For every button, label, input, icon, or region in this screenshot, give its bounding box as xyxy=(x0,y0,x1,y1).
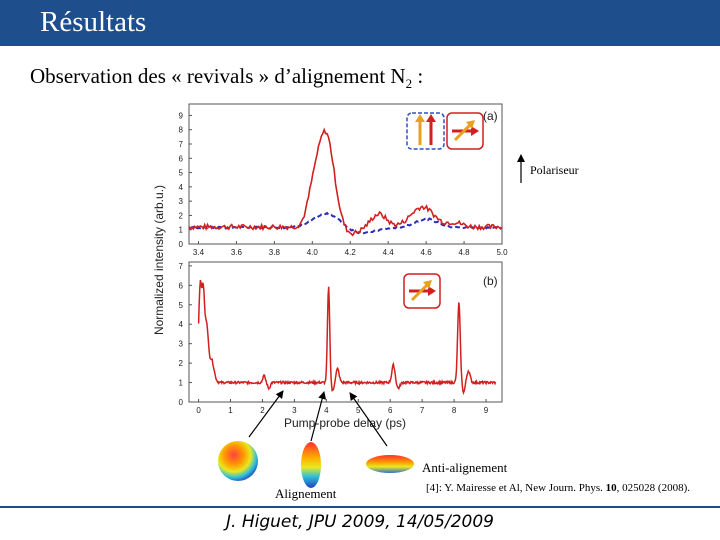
panel-a-ytick-label: 0 xyxy=(179,240,184,249)
panel-a-ytick-label: 2 xyxy=(179,211,184,220)
inset-polarisation-crossed-icon xyxy=(446,112,484,150)
panel-a-ytick-label: 3 xyxy=(179,197,184,206)
slide-title: Résultats xyxy=(40,6,147,38)
reference-citation: [4]: Y. Mairesse et Al, New Journ. Phys.… xyxy=(426,482,690,494)
panel-b-x-ticks: 0 1 2 3 4 5 6 7 8 9 xyxy=(196,399,489,415)
panel-b-y-ticks: 0 1 2 3 4 5 6 7 xyxy=(179,262,192,407)
anti-alignment-label: Anti-alignement xyxy=(422,460,508,475)
panel-b-xtick-label: 5 xyxy=(356,406,361,415)
anti-aligned-disk-icon xyxy=(366,455,414,473)
reference-prefix: [4]: Y. Mairesse et Al, New Journ. Phys. xyxy=(426,482,606,494)
panel-a-ytick-label: 4 xyxy=(179,183,184,192)
inset-polarisation-crossed-icon-b xyxy=(403,273,441,309)
panel-a-xtick-label: 3.6 xyxy=(231,248,243,257)
panel-a-ytick-label: 5 xyxy=(179,169,184,178)
polariseur-label: Polariseur xyxy=(530,163,579,177)
panel-a-xtick-label: 5.0 xyxy=(496,248,508,257)
inset-polarisation-parallel-icon xyxy=(406,112,445,150)
panel-b-ytick-label: 7 xyxy=(179,262,184,271)
panel-a: 0 1 2 3 4 5 6 7 8 9 3.4 3.6 3.8 4.0 4.2 4.4 4.6 4.8 5.0 (… xyxy=(179,103,508,257)
panel-a-ytick-label: 7 xyxy=(179,140,184,149)
pointer-arrows xyxy=(248,390,388,447)
isotropic-sphere-icon xyxy=(218,441,258,481)
panel-a-ytick-label: 1 xyxy=(179,226,184,235)
panel-b-xtick-label: 9 xyxy=(484,406,489,415)
panel-b: 0 1 2 3 4 5 6 7 0 1 2 3 4 5 6 7 8 9 (b) xyxy=(179,261,503,415)
panel-b-xtick-label: 0 xyxy=(196,406,201,415)
subtitle-subscript: 2 xyxy=(405,76,413,92)
panel-b-xtick-label: 8 xyxy=(452,406,457,415)
reference-volume: 10 xyxy=(605,482,617,494)
panel-a-xtick-label: 4.2 xyxy=(345,248,357,257)
panel-a-ytick-label: 9 xyxy=(179,111,184,120)
aligned-cigar-icon xyxy=(301,442,321,488)
panel-a-xtick-label: 4.0 xyxy=(307,248,319,257)
subtitle-text: Observation des « revivals » d’alignemen… xyxy=(30,64,406,88)
panel-b-tag: (b) xyxy=(483,274,498,288)
panel-b-ytick-label: 4 xyxy=(179,320,184,329)
panel-b-xtick-label: 1 xyxy=(228,406,233,415)
panel-b-ytick-label: 0 xyxy=(179,398,184,407)
panel-b-xtick-label: 3 xyxy=(292,406,297,415)
reference-suffix: , 025028 (2008). xyxy=(616,482,690,494)
panel-a-xtick-label: 3.8 xyxy=(269,248,281,257)
panel-b-solid-trace xyxy=(197,279,497,396)
panel-b-xtick-label: 2 xyxy=(260,406,265,415)
subtitle-suffix: : xyxy=(412,64,424,88)
panel-b-ytick-label: 1 xyxy=(179,379,184,388)
footer-divider xyxy=(0,506,720,508)
panel-b-ytick-label: 6 xyxy=(179,281,184,290)
x-axis-label: Pump-probe delay (ps) xyxy=(284,416,406,430)
panel-b-ytick-label: 2 xyxy=(179,359,184,368)
slide-subtitle: Observation des « revivals » d’alignemen… xyxy=(30,64,423,92)
footer-text: J. Higuet, JPU 2009, 14/05/2009 xyxy=(226,512,494,532)
panel-b-ytick-label: 5 xyxy=(179,301,184,310)
header-bar: Résultats xyxy=(0,0,720,46)
panel-a-xtick-label: 3.4 xyxy=(193,248,205,257)
panel-a-x-ticks: 3.4 3.6 3.8 4.0 4.2 4.4 4.6 4.8 5.0 xyxy=(193,241,508,257)
y-axis-label: Normalized intensity (arb.u.) xyxy=(152,185,166,335)
panel-b-xtick-label: 6 xyxy=(388,406,393,415)
panel-b-xtick-label: 7 xyxy=(420,406,425,415)
panel-a-ytick-label: 6 xyxy=(179,154,184,163)
panel-a-xtick-label: 4.6 xyxy=(421,248,433,257)
panel-b-xtick-label: 4 xyxy=(324,406,329,415)
panel-a-ytick-label: 8 xyxy=(179,126,184,135)
panel-a-tag: (a) xyxy=(483,109,498,123)
panel-a-solid-trace xyxy=(188,127,503,237)
panel-a-xtick-label: 4.4 xyxy=(383,248,395,257)
alignment-label: Alignement xyxy=(275,486,337,501)
panel-b-ytick-label: 3 xyxy=(179,340,184,349)
panel-a-y-ticks: 0 1 2 3 4 5 6 7 8 9 xyxy=(179,111,192,249)
panel-a-xtick-label: 4.8 xyxy=(458,248,470,257)
